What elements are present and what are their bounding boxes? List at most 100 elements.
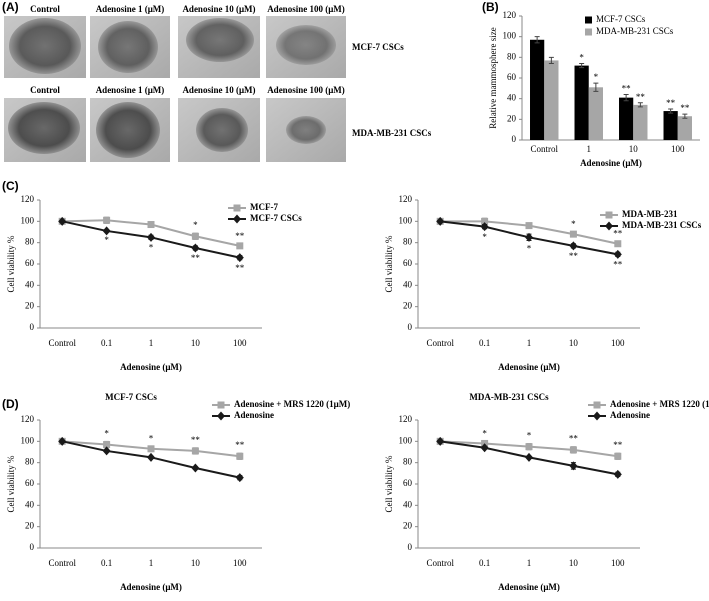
y-tick-label: 80 <box>507 51 517 61</box>
legend-label: Adenosine <box>234 410 274 420</box>
panel-label: (A) <box>2 0 19 14</box>
bar <box>663 111 678 140</box>
marker <box>191 463 200 473</box>
marker <box>217 411 225 421</box>
sphere <box>98 21 158 73</box>
legend-label: MDA-MB-231 <box>622 209 678 219</box>
sphere <box>96 102 160 158</box>
y-tick-label: 40 <box>403 499 413 509</box>
x-tick-label: Control <box>48 338 76 348</box>
marker <box>525 222 533 230</box>
marker <box>147 232 155 242</box>
error-bar <box>637 102 643 108</box>
marker <box>147 452 155 462</box>
x-tick-label: 10 <box>569 558 579 568</box>
y-tick-label: 80 <box>403 457 413 467</box>
y-tick-label: 0 <box>408 322 413 332</box>
column-label: Adenosine 10 (μM) <box>182 85 255 95</box>
x-tick-label: 1 <box>527 338 532 348</box>
significance-mark: ** <box>613 260 623 270</box>
x-axis-title: Adenosine (μM) <box>120 582 182 592</box>
x-tick-label: 100 <box>611 338 625 348</box>
x-tick-label: 0.1 <box>101 338 112 348</box>
y-tick-label: 40 <box>403 279 413 289</box>
significance-mark: ** <box>191 253 201 263</box>
significance-mark: * <box>193 220 198 230</box>
x-tick-label: 0.1 <box>479 338 490 348</box>
column-label: Adenosine 1 (μM) <box>96 85 165 95</box>
marker <box>436 436 445 446</box>
marker <box>102 226 111 236</box>
marker <box>58 436 67 446</box>
bar <box>633 104 648 140</box>
sphere <box>9 18 81 74</box>
marker <box>569 241 578 251</box>
marker <box>614 240 622 248</box>
marker <box>613 249 622 259</box>
marker <box>605 221 613 231</box>
significance-mark: ** <box>622 84 632 94</box>
y-tick-label: 100 <box>503 31 517 41</box>
y-tick-label: 60 <box>403 478 413 488</box>
y-tick-label: 0 <box>30 322 35 332</box>
y-tick-label: 80 <box>403 237 413 247</box>
significance-mark: * <box>104 235 109 245</box>
x-tick-label: 100 <box>233 558 247 568</box>
marker <box>605 211 613 219</box>
marker <box>217 401 225 409</box>
marker <box>613 469 622 479</box>
marker <box>436 216 445 226</box>
x-tick-label: 10 <box>629 144 639 154</box>
marker <box>235 473 244 483</box>
legend-label: MCF-7 CSCs <box>250 213 302 223</box>
panel-label: (D) <box>2 397 19 411</box>
marker <box>147 445 155 453</box>
sphere <box>196 108 248 152</box>
y-tick-label: 40 <box>25 499 35 509</box>
significance-mark: ** <box>191 435 201 445</box>
marker <box>191 232 199 240</box>
chart-title: MCF-7 CSCs <box>105 392 157 402</box>
significance-mark: * <box>594 72 599 82</box>
y-tick-label: 80 <box>25 237 35 247</box>
y-tick-label: 20 <box>25 521 35 531</box>
panel-label: (B) <box>482 0 499 14</box>
significance-mark: ** <box>569 434 579 444</box>
y-tick-label: 120 <box>21 194 35 204</box>
marker <box>233 204 241 212</box>
bar <box>530 39 545 141</box>
marker <box>233 214 241 224</box>
y-tick-label: 120 <box>503 10 517 20</box>
legend-label: Adenosine + MRS 1220 (1μM) <box>234 399 350 409</box>
x-tick-label: 100 <box>671 144 685 154</box>
error-bar <box>668 108 674 114</box>
micrograph-row <box>4 98 346 162</box>
y-axis-title: Cell viability % <box>384 455 394 512</box>
bar <box>574 65 589 140</box>
significance-mark: * <box>571 219 576 229</box>
legend-label: MCF-7 <box>250 202 278 212</box>
panel-label: (C) <box>2 179 19 193</box>
significance-mark: * <box>149 243 154 253</box>
y-axis-title: Cell viability % <box>6 455 16 512</box>
x-tick-label: 10 <box>191 338 201 348</box>
marker <box>147 221 155 229</box>
legend-swatch <box>585 16 592 24</box>
x-axis-title: Adenosine (μM) <box>498 362 560 372</box>
sphere <box>286 116 326 144</box>
y-tick-label: 120 <box>399 194 413 204</box>
sphere <box>186 18 254 62</box>
y-axis-title: Cell viability % <box>384 235 394 292</box>
x-tick-label: Control <box>530 144 558 154</box>
marker <box>480 443 489 453</box>
legend-label: Adenosine + MRS 1220 (1μM) <box>610 399 709 409</box>
error-bar <box>534 36 540 44</box>
x-tick-label: 1 <box>149 338 154 348</box>
x-axis-title: Adenosine (μM) <box>580 158 642 168</box>
legend-swatch <box>585 28 592 36</box>
marker <box>525 452 533 462</box>
y-tick-label: 20 <box>403 521 413 531</box>
column-label: Control <box>30 4 60 14</box>
x-tick-label: 1 <box>587 144 592 154</box>
